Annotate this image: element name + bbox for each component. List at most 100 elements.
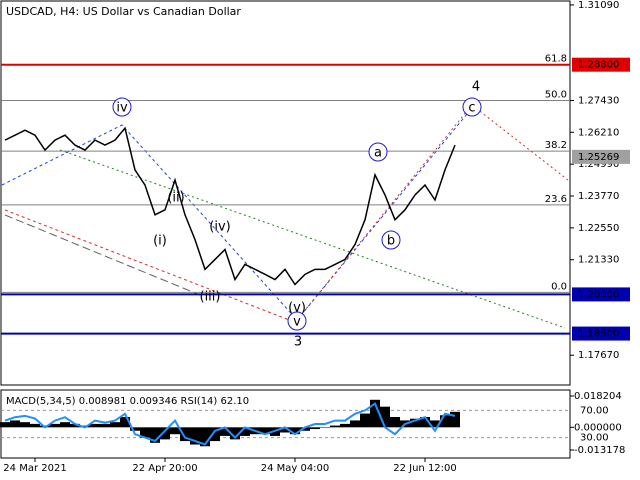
wave-circle xyxy=(287,311,307,331)
price-box xyxy=(572,326,630,341)
macd-bar xyxy=(210,427,220,442)
trend-line xyxy=(471,104,569,181)
y-tick-label: -0.013178 xyxy=(574,445,625,456)
trend-line xyxy=(59,149,566,329)
macd-bar xyxy=(180,427,190,442)
price-box-label: 1.28800 xyxy=(578,60,619,71)
macd-bar xyxy=(340,423,350,428)
wave-label: iv xyxy=(116,101,128,116)
macd-bar xyxy=(240,427,250,436)
wave-circle xyxy=(368,142,388,162)
wave-circle xyxy=(381,230,401,250)
wave-label: (iv) xyxy=(209,220,230,235)
price-box xyxy=(572,57,630,72)
wave-label: (iii) xyxy=(200,290,221,305)
wave-label: 3 xyxy=(294,335,302,350)
macd-bar xyxy=(420,416,430,428)
y-tick-label: 0.000000 xyxy=(574,422,622,433)
macd-bar xyxy=(100,423,110,428)
y2-tick-label: 30.00 xyxy=(580,433,609,444)
macd-bar xyxy=(220,427,230,436)
price-box xyxy=(572,149,630,164)
macd-bar xyxy=(350,420,360,428)
fib-label: 61.8 xyxy=(545,54,567,65)
y-tick-label: 1.22550 xyxy=(578,223,619,234)
trend-line xyxy=(1,107,473,321)
price-box-label: 1.25269 xyxy=(578,152,619,163)
wave-circle xyxy=(112,97,132,117)
macd-bar xyxy=(390,416,400,428)
macd-bar xyxy=(170,427,180,435)
macd-bar xyxy=(290,427,300,435)
wave-label: a xyxy=(374,146,382,161)
y2-tick-label: 70.00 xyxy=(580,405,609,416)
macd-bar xyxy=(330,425,340,428)
wave-lines xyxy=(1,104,569,329)
y-tick-label: 1.21330 xyxy=(578,255,619,266)
wave-label: c xyxy=(468,101,475,116)
macd-bar xyxy=(360,413,370,428)
y-tick-label: 1.23770 xyxy=(578,191,619,202)
macd-bar xyxy=(110,422,120,428)
macd-bar xyxy=(230,427,240,440)
macd-bar xyxy=(370,399,380,428)
price-box xyxy=(572,287,630,302)
macd-bar xyxy=(380,406,390,428)
fib-label: 23.6 xyxy=(545,194,567,205)
macd-bar xyxy=(310,427,320,430)
price-box-label: 1.20000 xyxy=(578,289,619,300)
wave-label: (v) xyxy=(288,301,306,316)
main-panel xyxy=(0,0,571,386)
rsi-line xyxy=(4,402,456,446)
macd-bar xyxy=(130,427,140,431)
macd-bar xyxy=(0,422,10,428)
wave-label: b xyxy=(387,234,395,249)
macd-bar xyxy=(190,427,200,445)
macd-bar xyxy=(120,416,130,428)
x-tick-label: 24 Mar 2021 xyxy=(3,463,66,474)
macd-bar xyxy=(150,427,160,443)
macd-bar xyxy=(320,427,330,428)
y-tick-label: 1.24990 xyxy=(578,159,619,170)
x-tick-label: 22 Jun 12:00 xyxy=(393,463,457,474)
wave-label: 4 xyxy=(472,80,480,95)
fib-label: 38.2 xyxy=(545,140,567,151)
price-line xyxy=(4,126,456,286)
macd-bar xyxy=(160,427,170,440)
macd-bar xyxy=(280,427,290,433)
macd-bar xyxy=(140,427,150,438)
macd-bar xyxy=(440,415,450,428)
macd-bar xyxy=(20,422,30,428)
macd-bar xyxy=(70,423,80,428)
macd-bar xyxy=(410,418,420,428)
y-tick-label: 1.31090 xyxy=(578,0,619,11)
fib-label: 0.0 xyxy=(551,281,567,292)
indicator-title: MACD(5,34,5) 0.008981 0.009346 RSI(14) 6… xyxy=(6,396,249,407)
y-tick-label: 1.27430 xyxy=(578,95,619,106)
y-tick-label: 1.17670 xyxy=(578,350,619,361)
macd-bar xyxy=(300,427,310,431)
y-tick-label: 1.26210 xyxy=(578,127,619,138)
trend-line xyxy=(296,104,473,321)
chart-title: USDCAD, H4: US Dollar vs Canadian Dollar xyxy=(6,5,241,18)
macd-bar xyxy=(60,422,70,428)
wave-label: (i) xyxy=(153,234,167,249)
trend-line xyxy=(4,214,201,296)
macd-bar xyxy=(50,423,60,428)
x-tick-label: 22 Apr 20:00 xyxy=(132,463,197,474)
macd-bar xyxy=(90,423,100,428)
price-box-label: 1.18500 xyxy=(578,329,619,340)
y-tick-label: 0.018204 xyxy=(574,391,622,402)
macd-bar xyxy=(30,423,40,428)
wave-label: v xyxy=(293,315,301,330)
x-tick-label: 24 May 04:00 xyxy=(261,463,330,474)
trend-line xyxy=(4,209,298,324)
wave-label: (ii) xyxy=(167,191,184,206)
macd-bar xyxy=(200,427,210,447)
macd-bar xyxy=(10,420,20,428)
macd-bar xyxy=(430,420,440,428)
macd-bar xyxy=(450,411,460,428)
fib-label: 50.0 xyxy=(545,89,567,100)
